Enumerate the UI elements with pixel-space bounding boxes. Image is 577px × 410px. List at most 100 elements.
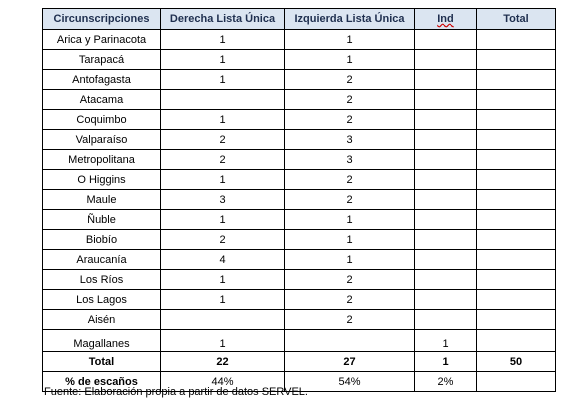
data-row: Antofagasta 1 2 [42, 69, 556, 90]
data-row: O Higgins 1 2 [42, 169, 556, 190]
cell: 1 [160, 269, 285, 290]
cell: Aisén [42, 309, 161, 330]
cell [414, 69, 477, 90]
cell: 1 [284, 29, 415, 50]
cell: 4 [160, 249, 285, 270]
data-row: Coquimbo 1 2 [42, 109, 556, 130]
cell [414, 229, 477, 250]
source-note: Fuente: Elaboración propia a partir de d… [44, 386, 308, 398]
cell: 27 [284, 351, 415, 372]
cell [476, 149, 556, 170]
cell: Araucanía [42, 249, 161, 270]
header-text: Izquierda Lista Única [294, 13, 405, 25]
header-row: Circunscripciones Derecha Lista Única Izqu… [42, 8, 556, 30]
cell: Biobío [42, 229, 161, 250]
cell: Total [42, 351, 161, 372]
cell: Magallanes [42, 329, 161, 352]
cell [414, 269, 477, 290]
header-text: Total [503, 13, 529, 25]
cell: Los Lagos [42, 289, 161, 310]
column-header: Derecha Lista Única [160, 8, 285, 30]
cell [414, 309, 477, 330]
cell: 1 [284, 249, 415, 270]
cell: Maule [42, 189, 161, 210]
cell [414, 209, 477, 230]
cell: 2 [284, 89, 415, 110]
cell: 1 [414, 351, 477, 372]
cell [414, 129, 477, 150]
column-header: Circunscripciones [42, 8, 161, 30]
cell: 2 [284, 189, 415, 210]
header-text: Derecha Lista Única [169, 13, 276, 25]
cell: 2 [160, 149, 285, 170]
cell: O Higgins [42, 169, 161, 190]
cell: 2 [160, 129, 285, 150]
data-row: Aisén 2 [42, 309, 556, 330]
cell [476, 269, 556, 290]
cell: 54% [284, 371, 415, 392]
cell: 2% [414, 371, 477, 392]
cell: 2 [160, 229, 285, 250]
cell: Metropolitana [42, 149, 161, 170]
cell [476, 29, 556, 50]
cell [476, 329, 556, 352]
cell: 1 [284, 49, 415, 70]
column-header: Ind [414, 8, 477, 30]
total-row: Total 22 27 1 50 [42, 351, 556, 372]
cell: 3 [160, 189, 285, 210]
cell [414, 149, 477, 170]
cell: 1 [160, 69, 285, 90]
cell [476, 109, 556, 130]
data-row: Los Ríos 1 2 [42, 269, 556, 290]
cell [476, 169, 556, 190]
data-row: Metropolitana 2 3 [42, 149, 556, 170]
cell [160, 89, 285, 110]
cell [476, 189, 556, 210]
cell: 50 [476, 351, 556, 372]
cell: % de escaños [42, 371, 161, 392]
cell: 3 [284, 129, 415, 150]
cell: 22 [160, 351, 285, 372]
cell: Atacama [42, 89, 161, 110]
cell: 1 [160, 29, 285, 50]
data-row: Magallanes 1 1 [42, 329, 556, 352]
cell: Tarapacá [42, 49, 161, 70]
column-header: Izquierda Lista Única [284, 8, 415, 30]
cell [160, 309, 285, 330]
cell: Ñuble [42, 209, 161, 230]
cell: Valparaíso [42, 129, 161, 150]
cell [476, 289, 556, 310]
cell [476, 309, 556, 330]
cell: 1 [284, 209, 415, 230]
cell [414, 109, 477, 130]
cell: 2 [284, 289, 415, 310]
data-row: Valparaíso 2 3 [42, 129, 556, 150]
cell: 1 [160, 289, 285, 310]
cell: 1 [284, 229, 415, 250]
data-row: Atacama 2 [42, 89, 556, 110]
column-header: Total [476, 8, 556, 30]
cell: 2 [284, 109, 415, 130]
data-row: Araucanía 4 1 [42, 249, 556, 270]
data-row: Ñuble 1 1 [42, 209, 556, 230]
cell: 2 [284, 269, 415, 290]
cell [476, 69, 556, 90]
cell [476, 249, 556, 270]
cell [476, 129, 556, 150]
cell [414, 49, 477, 70]
cell: 2 [284, 69, 415, 90]
cell: 1 [160, 109, 285, 130]
cell: 1 [160, 49, 285, 70]
cell: 1 [160, 329, 285, 352]
cell [476, 229, 556, 250]
cell: Los Ríos [42, 269, 161, 290]
cell: Arica y Parinacota [42, 29, 161, 50]
results-table: Circunscripciones Derecha Lista Única Izqu… [42, 8, 556, 392]
data-row: Biobío 2 1 [42, 229, 556, 250]
data-row: Tarapacá 1 1 [42, 49, 556, 70]
cell: 1 [414, 329, 477, 352]
cell [414, 89, 477, 110]
cell [476, 89, 556, 110]
cell [414, 169, 477, 190]
